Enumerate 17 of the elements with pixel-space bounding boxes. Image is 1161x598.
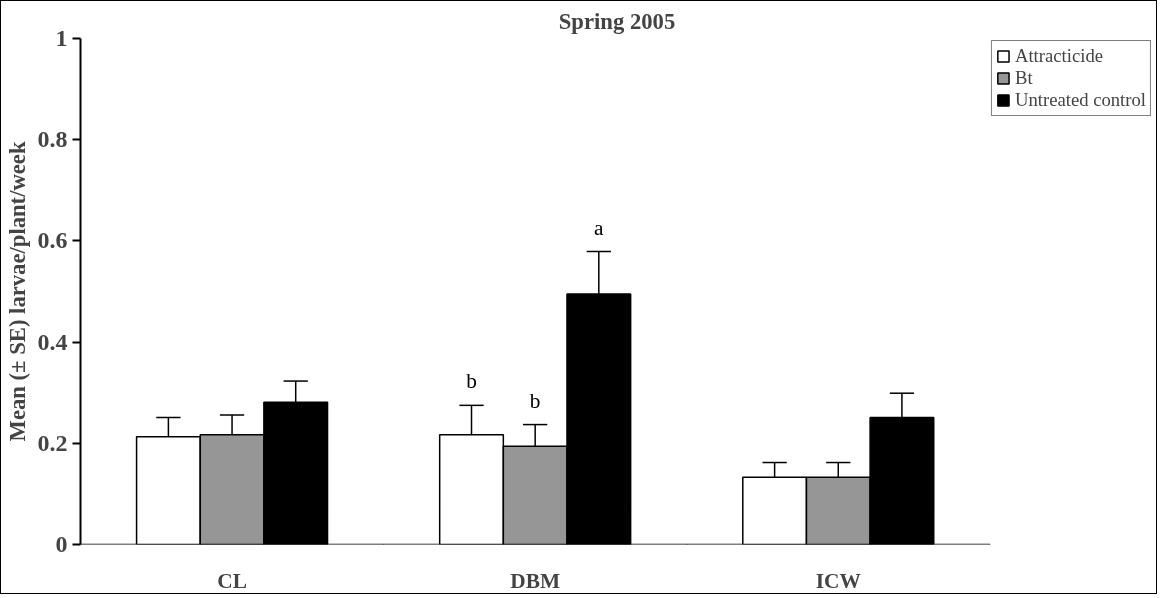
y-tick-label: 0 (55, 531, 68, 557)
legend-label: Attracticide (1014, 45, 1103, 67)
data-label: b (529, 388, 541, 413)
legend-label: Untreated control (1014, 89, 1146, 111)
x-tick-label: DBM (510, 568, 561, 593)
legend-label: Bt (1014, 67, 1034, 89)
y-axis-title: Mean (± SE) larvae/plant/week (4, 141, 30, 442)
x-tick-label: ICW (815, 568, 861, 593)
data-label: b (466, 369, 477, 394)
y-tick-label: 0.8 (37, 126, 68, 153)
chart-title: Spring 2005 (558, 8, 676, 34)
y-tick-label: 0.2 (37, 429, 68, 456)
data-label: a (594, 215, 605, 240)
y-tick-label: 0.6 (37, 227, 68, 254)
x-tick-label: CL (217, 568, 247, 593)
y-tick-label: 0.4 (37, 328, 68, 355)
y-tick-label: 1 (55, 25, 68, 51)
